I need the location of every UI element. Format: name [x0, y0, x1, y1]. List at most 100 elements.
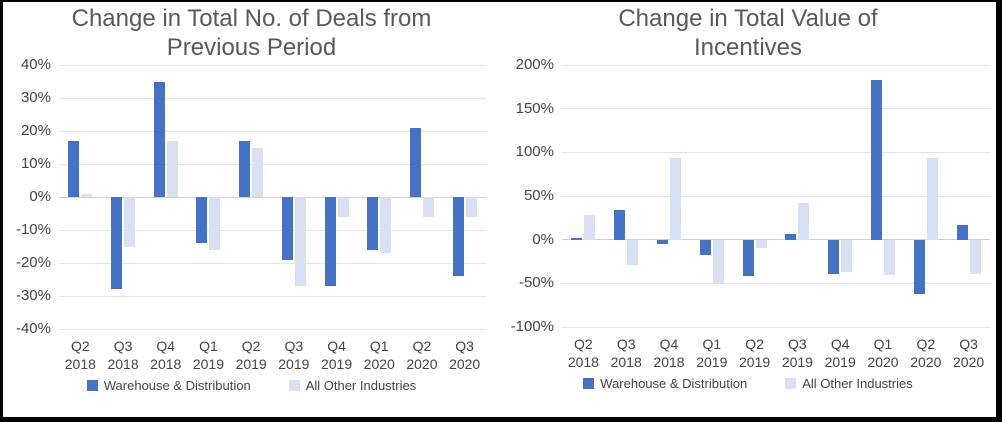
x-tick-label: Q1 2020: [867, 336, 899, 371]
y-tick-label: -20%: [15, 254, 51, 271]
bar-other: [380, 197, 392, 254]
bar-warehouse: [742, 239, 754, 277]
y-tick-label: -40%: [15, 320, 51, 337]
bar-other: [798, 202, 810, 240]
bar-other: [81, 193, 93, 197]
legend-swatch-warehouse-icon: [583, 378, 595, 389]
y-tick-label: -10%: [15, 221, 51, 238]
y-tick-label: -30%: [15, 287, 51, 304]
bar-warehouse: [68, 140, 80, 197]
bar-other: [465, 197, 477, 217]
gridline: [562, 151, 990, 153]
x-tick-label: Q1 2020: [363, 338, 395, 373]
x-tick-label: Q2 2018: [64, 338, 96, 373]
x-tick-label: Q2 2018: [567, 336, 599, 371]
chart-change-in-deals: Change in Total No. of Deals from Previo…: [3, 2, 500, 417]
legend: Warehouse & Distribution All Other Indust…: [500, 376, 996, 391]
bar-other: [124, 197, 136, 247]
bar-other: [755, 239, 767, 249]
gridline: [59, 97, 486, 99]
bar-warehouse: [913, 239, 925, 294]
gridline: [59, 130, 486, 132]
y-axis: 40% 30% 20% 10% 0% -10% -20% -30% -40%: [3, 56, 59, 337]
bar-warehouse: [571, 237, 583, 240]
y-tick-label: 10%: [20, 155, 51, 172]
bar-other: [841, 239, 853, 272]
gridline: [59, 163, 486, 165]
x-tick-label: Q4 2018: [653, 336, 685, 371]
legend-label: Warehouse & Distribution: [600, 376, 748, 391]
gridline: [59, 229, 486, 231]
bar-warehouse: [657, 239, 668, 245]
bar-other: [584, 215, 596, 240]
bar-warehouse: [281, 197, 293, 260]
plot-area: [59, 64, 486, 330]
gridline: [59, 295, 486, 297]
x-tick-label: Q3 2018: [107, 338, 139, 373]
legend-label: All Other Industries: [305, 378, 417, 393]
y-tick-label: 150%: [515, 99, 554, 117]
legend-label: All Other Industries: [802, 376, 913, 391]
legend-item: Warehouse & Distribution: [583, 376, 747, 391]
bar-warehouse: [871, 79, 882, 240]
bar-warehouse: [452, 197, 464, 277]
zero-gridline: [59, 196, 486, 198]
bar-other: [337, 197, 349, 217]
x-tick-label: Q4 2018: [150, 338, 182, 373]
bar-warehouse: [153, 81, 165, 197]
bar-warehouse: [956, 224, 968, 240]
x-tick-label: Q3 2019: [781, 336, 813, 371]
legend-item: All Other Industries: [785, 376, 913, 391]
x-tick-label: Q2 2020: [406, 338, 438, 373]
bar-other: [422, 197, 434, 217]
chart-change-in-incentives: Change in Total Value of Incentives 200%…: [500, 2, 996, 417]
y-tick-label: -50%: [518, 274, 554, 292]
bar-other: [712, 239, 724, 285]
plot-row: 40% 30% 20% 10% 0% -10% -20% -30% -40%: [3, 56, 500, 337]
gridline: [562, 282, 990, 284]
plot-area: [562, 64, 990, 328]
x-tick-label: Q4 2019: [320, 338, 353, 373]
bar-other: [252, 147, 264, 197]
legend-swatch-other-icon: [288, 380, 300, 391]
bar-other: [884, 239, 895, 275]
bar-warehouse: [785, 234, 797, 240]
bar-warehouse: [367, 197, 379, 250]
legend-swatch-warehouse-icon: [86, 380, 98, 391]
bar-other: [670, 158, 681, 240]
bar-warehouse: [614, 209, 626, 240]
bar-warehouse: [699, 239, 711, 256]
y-tick-label: 20%: [20, 122, 51, 139]
x-axis: Q2 2018 Q3 2018 Q4 2018 Q1 2019 Q2 2019 Q3 2019 Q4 20…: [59, 337, 486, 373]
x-tick-label: Q3 2020: [953, 336, 985, 371]
gridline: [562, 108, 990, 110]
x-tick-label: Q1 2019: [696, 336, 728, 371]
y-tick-label: 0%: [532, 230, 554, 248]
chart-title: Change in Total Value of Incentives: [618, 5, 878, 61]
bar-other: [209, 197, 221, 250]
x-tick-label: Q2 2020: [910, 336, 942, 371]
gridline: [59, 328, 486, 330]
bar-other: [294, 197, 306, 287]
plot-row: 200% 150% 100% 50% 0% -50% -100%: [500, 56, 996, 335]
x-tick-label: Q4 2019: [824, 336, 856, 371]
bar-other: [926, 157, 938, 240]
bar-other: [969, 239, 981, 274]
gridline: [59, 262, 486, 264]
bar-warehouse: [111, 197, 123, 290]
bar-warehouse: [409, 127, 421, 197]
x-tick-label: Q2 2019: [739, 336, 771, 371]
legend: Warehouse & Distribution All Other Indust…: [3, 378, 500, 393]
x-tick-label: Q1 2019: [192, 338, 225, 373]
x-tick-label: Q3 2018: [610, 336, 642, 371]
y-tick-label: 100%: [515, 143, 554, 161]
gridline: [562, 326, 990, 328]
y-tick-label: 40%: [20, 56, 51, 73]
bar-other: [627, 239, 639, 265]
bar-other: [166, 140, 178, 197]
gridline: [59, 64, 486, 66]
y-axis: 200% 150% 100% 50% 0% -50% -100%: [500, 56, 562, 335]
y-tick-label: -100%: [510, 318, 554, 335]
x-tick-label: Q3 2020: [449, 338, 481, 373]
